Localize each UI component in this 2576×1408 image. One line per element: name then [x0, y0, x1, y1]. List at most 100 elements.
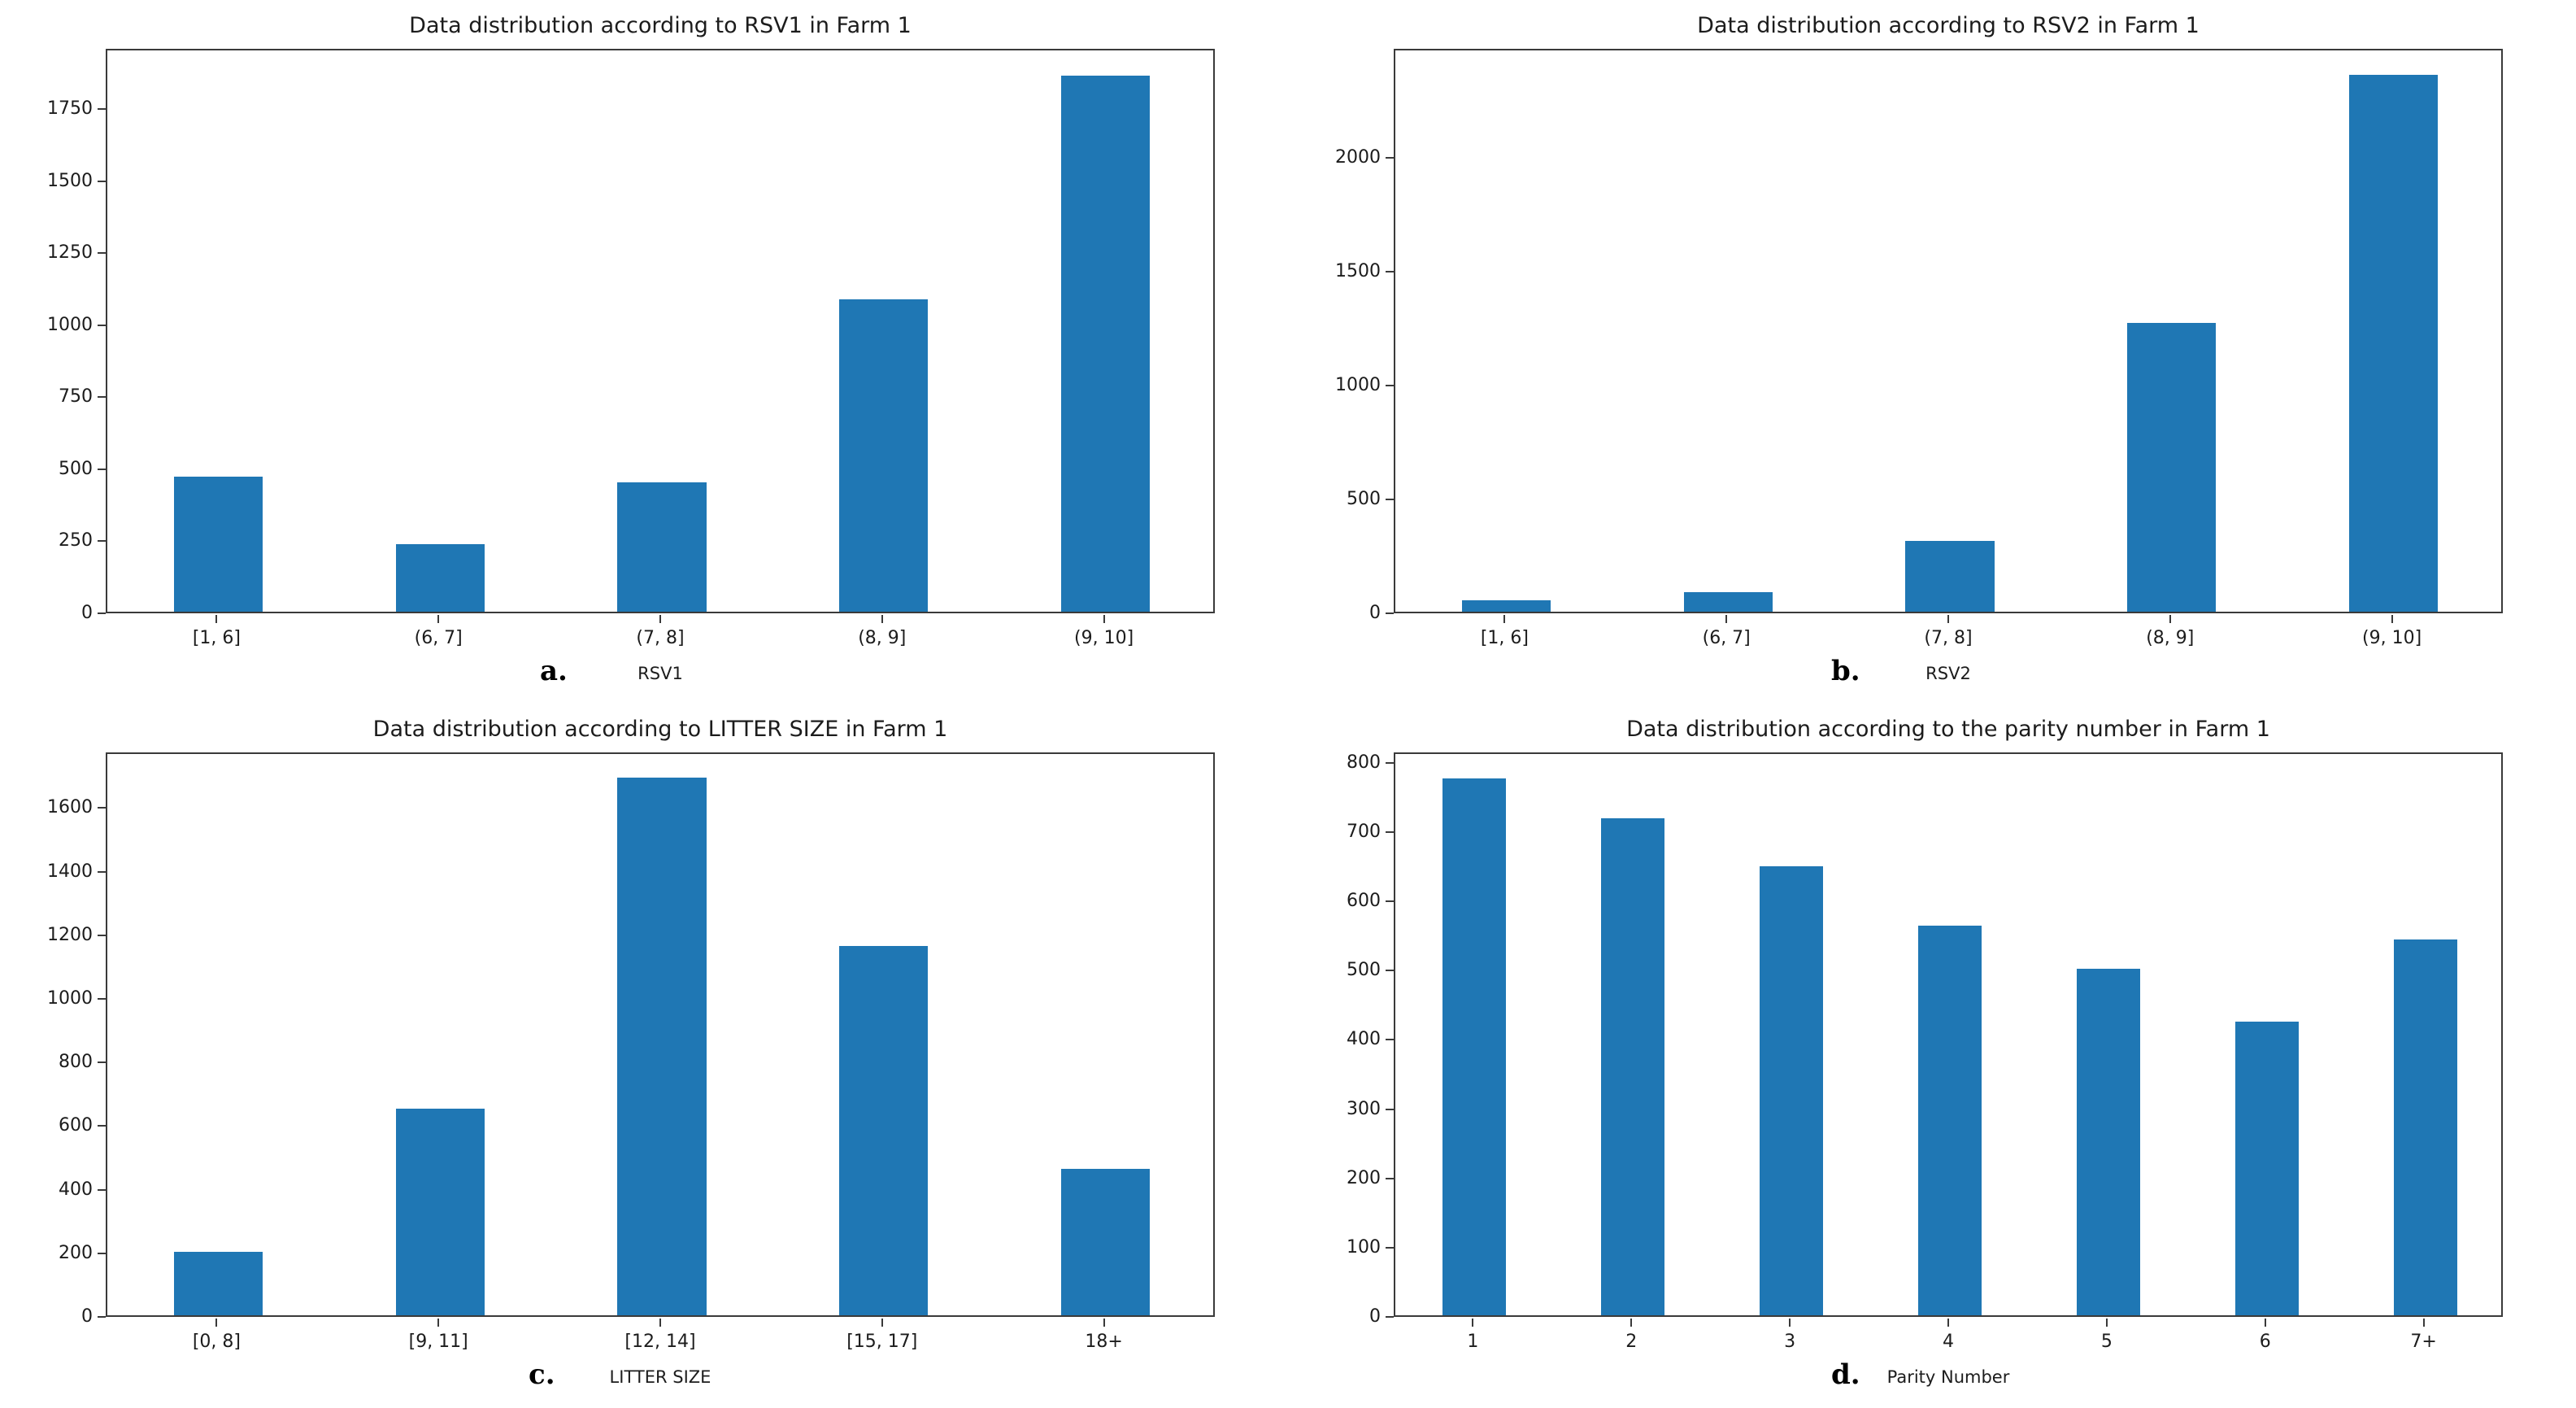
y-tick-mark [1386, 830, 1394, 833]
bar-(9, 10] [2349, 74, 2439, 612]
y-tick-mark [1386, 385, 1394, 387]
x-tick-label: 5 [2100, 1332, 2113, 1352]
x-axis-label: RSV2 [1925, 664, 1971, 683]
bar-[1, 6] [173, 476, 263, 612]
x-tick-mark [1103, 1319, 1105, 1327]
y-tick-label: 700 [1347, 821, 1381, 842]
chart-title: Data distribution according to LITTER SI… [372, 717, 948, 742]
x-tick-label: (7, 8] [636, 628, 685, 648]
x-tick-label: [1, 6] [192, 628, 241, 648]
plot-area [1394, 49, 2503, 613]
y-tick-mark [98, 1125, 106, 1127]
x-tick-mark [437, 1319, 440, 1327]
bar-(8, 9] [839, 299, 929, 612]
y-tick-mark [98, 1188, 106, 1191]
y-tick-mark [98, 180, 106, 182]
y-tick-mark [1386, 271, 1394, 273]
y-tick-mark [98, 1252, 106, 1254]
y-tick-mark [1386, 1246, 1394, 1249]
bar-(9, 10] [1061, 76, 1151, 612]
x-tick-label: 3 [1784, 1332, 1796, 1352]
y-tick-label: 500 [59, 458, 93, 479]
x-tick-mark [2391, 615, 2393, 623]
x-axis-label: LITTER SIZE [609, 1367, 711, 1387]
x-tick-label: [9, 11] [408, 1332, 468, 1352]
y-tick-label: 300 [1347, 1098, 1381, 1119]
y-tick-mark [1386, 612, 1394, 614]
bar-5 [2076, 969, 2140, 1315]
y-tick-label: 1000 [47, 988, 93, 1009]
y-tick-label: 200 [1347, 1167, 1381, 1188]
plot-area [106, 49, 1215, 613]
x-tick-mark [1947, 615, 1949, 623]
y-tick-mark [98, 998, 106, 1000]
x-tick-label: 7+ [2410, 1332, 2437, 1352]
y-tick-label: 1400 [47, 861, 93, 882]
y-tick-mark [98, 540, 106, 543]
y-tick-label: 600 [59, 1115, 93, 1136]
y-tick-label: 0 [81, 1306, 93, 1327]
y-tick-label: 400 [59, 1179, 93, 1200]
x-tick-mark [2422, 1319, 2425, 1327]
x-tick-mark [437, 615, 440, 623]
x-tick-label: (9, 10] [2362, 628, 2422, 648]
x-tick-label: (6, 7] [414, 628, 463, 648]
x-tick-mark [1472, 1319, 1474, 1327]
y-tick-label: 250 [59, 530, 93, 551]
x-axis-label: RSV1 [637, 664, 683, 683]
y-tick-mark [1386, 157, 1394, 159]
subplot-letter: c. [529, 1358, 555, 1391]
y-tick-mark [1386, 1316, 1394, 1318]
x-tick-mark [1630, 1319, 1633, 1327]
y-tick-label: 1000 [47, 314, 93, 335]
y-tick-label: 1250 [47, 242, 93, 264]
y-tick-label: 0 [1369, 603, 1381, 623]
x-tick-mark [881, 615, 883, 623]
y-tick-mark [98, 396, 106, 399]
y-tick-mark [1386, 761, 1394, 764]
y-tick-label: 0 [81, 603, 93, 623]
y-tick-mark [98, 108, 106, 111]
bar-[12, 14] [617, 778, 707, 1315]
x-tick-label: [1, 6] [1480, 628, 1529, 648]
y-tick-label: 1500 [1335, 261, 1381, 282]
y-tick-mark [98, 870, 106, 873]
y-tick-mark [1386, 970, 1394, 972]
chart-litter-size-farm1: Data distribution according to LITTER SI… [0, 704, 1288, 1407]
x-tick-mark [2105, 1319, 2108, 1327]
x-tick-mark [1103, 615, 1105, 623]
y-tick-mark [1386, 1177, 1394, 1179]
bar-18+ [1061, 1169, 1151, 1315]
subplot-letter: d. [1831, 1358, 1860, 1391]
y-tick-label: 100 [1347, 1236, 1381, 1258]
chart-title: Data distribution according to the parit… [1626, 717, 2270, 742]
bar-[0, 8] [173, 1251, 263, 1315]
subplot-letter: a. [540, 655, 568, 687]
bar-(6, 7] [1683, 592, 1773, 612]
bar-(7, 8] [1905, 541, 1995, 612]
bar-[1, 6] [1461, 600, 1551, 612]
chart-rsv1-farm1: Data distribution according to RSV1 in F… [0, 0, 1288, 704]
y-tick-mark [98, 612, 106, 614]
y-tick-label: 1600 [47, 797, 93, 818]
x-tick-label: (7, 8] [1924, 628, 1973, 648]
x-tick-label: 1 [1467, 1332, 1479, 1352]
y-tick-label: 800 [59, 1052, 93, 1073]
chart-title: Data distribution according to RSV1 in F… [409, 13, 912, 38]
chart-parity-number-farm1: Data distribution according to the parit… [1288, 704, 2576, 1407]
y-tick-label: 200 [59, 1242, 93, 1263]
bar-[9, 11] [395, 1108, 485, 1315]
x-tick-mark [215, 615, 218, 623]
y-tick-mark [1386, 900, 1394, 903]
y-tick-label: 600 [1347, 891, 1381, 912]
x-tick-mark [2264, 1319, 2266, 1327]
y-tick-mark [1386, 499, 1394, 501]
x-tick-mark [1503, 615, 1506, 623]
plot-area [1394, 752, 2503, 1317]
x-tick-label: (8, 9] [2146, 628, 2195, 648]
x-tick-mark [659, 615, 661, 623]
y-tick-mark [98, 1316, 106, 1318]
y-tick-label: 1200 [47, 924, 93, 945]
x-tick-label: 4 [1943, 1332, 1954, 1352]
